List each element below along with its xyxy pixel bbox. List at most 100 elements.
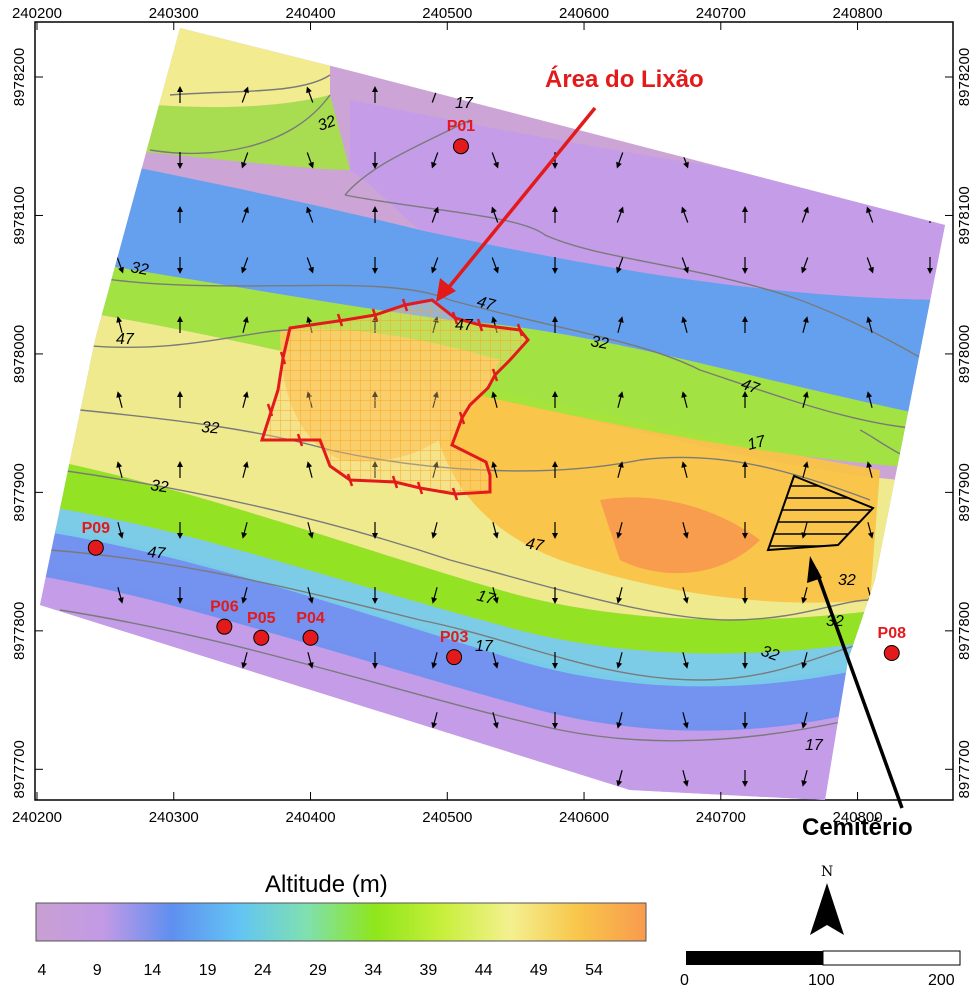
flow-arrow [682, 652, 689, 669]
flow-arrow-head [616, 532, 623, 539]
flow-arrow [177, 316, 183, 333]
x-tick-label: 240500 [422, 809, 472, 826]
flow-arrow-head [868, 266, 874, 274]
well-marker [452, 138, 469, 155]
dump-boundary-tick [458, 411, 466, 425]
dump-boundary-tick [371, 308, 379, 322]
flow-arrow-head [742, 533, 748, 539]
flow-arrow-head [742, 461, 748, 467]
flow-arrow [307, 587, 314, 604]
well-marker [302, 629, 319, 646]
dump-pointer-arrowhead [436, 278, 456, 302]
flow-arrow-head [492, 532, 499, 539]
flow-arrow-head [372, 86, 378, 92]
flow-arrow [802, 391, 809, 408]
flow-arrow [742, 587, 748, 604]
flow-arrow-head [491, 206, 497, 214]
flow-arrow [177, 152, 183, 169]
flow-arrow [802, 316, 809, 333]
flow-arrow [742, 712, 748, 729]
scale-label-0: 0 [680, 972, 689, 989]
legend-colorbar [35, 902, 647, 942]
flow-arrow [801, 712, 808, 729]
flow-arrow-head [552, 723, 558, 729]
flow-arrow-head [372, 533, 378, 539]
dump-boundary-tick [491, 368, 499, 382]
surface-band [40, 450, 880, 654]
flow-arrow-head [682, 722, 689, 729]
x-tick-label: 240300 [149, 809, 199, 826]
flow-arrow [372, 587, 378, 604]
dump-boundary-tick [401, 298, 409, 312]
flow-arrow [801, 770, 808, 787]
north-arrow-left [810, 883, 827, 935]
x-tick-label: 240800 [833, 809, 883, 826]
flow-arrow-head [177, 316, 183, 322]
flow-arrow-head [372, 206, 378, 212]
flow-arrow-head [116, 461, 123, 468]
flow-arrow-head [372, 663, 378, 669]
flow-arrow [431, 712, 438, 729]
legend-tick-label: 24 [254, 962, 272, 979]
flow-arrow-head [431, 266, 437, 274]
dump-boundary-tick [336, 313, 344, 327]
flow-arrow-head [177, 268, 183, 274]
flow-arrow-head [616, 662, 623, 669]
flow-arrow-head [242, 461, 249, 468]
legend-tick-label: 39 [420, 962, 438, 979]
flow-arrow [552, 522, 558, 539]
flow-arrow-head [683, 161, 689, 169]
flow-arrow [431, 152, 439, 169]
flow-arrow [116, 257, 124, 274]
contour-line [344, 194, 945, 371]
surface-band [40, 520, 900, 731]
flow-arrow [866, 206, 874, 223]
flow-arrow [177, 587, 183, 604]
surface-band [40, 140, 945, 420]
flow-arrow [927, 257, 933, 274]
flow-arrow [682, 587, 689, 604]
legend-tick-label: 4 [38, 962, 47, 979]
flow-arrow [742, 391, 748, 408]
flow-arrow-head [177, 163, 183, 169]
flow-arrow [177, 522, 183, 539]
y-tick-label: 8978100 [956, 186, 973, 244]
dump-label: Área do Lixão [545, 65, 704, 93]
flow-arrow [866, 461, 873, 478]
flow-arrow [682, 522, 689, 539]
x-tick-label: 240300 [149, 5, 199, 22]
flow-arrow-head [802, 391, 809, 398]
flow-arrow [491, 391, 498, 408]
flow-arrow [616, 152, 624, 169]
contour-line [79, 329, 291, 348]
contour-label-17: 17 [475, 587, 498, 608]
flow-arrow [742, 316, 748, 333]
contour-label-17: 17 [746, 433, 769, 454]
y-tick-label: 8977700 [956, 740, 973, 798]
dump-boundary-tick [296, 433, 304, 447]
contour-label-32: 32 [838, 572, 856, 589]
flow-arrow [491, 257, 499, 274]
flow-arrow-head [552, 598, 558, 604]
flow-arrow [866, 257, 874, 274]
flow-arrow-head [431, 597, 438, 604]
contour-line [79, 274, 945, 431]
dump-boundary-tick [346, 473, 354, 487]
flow-arrow [801, 206, 809, 223]
flow-arrow [177, 391, 183, 408]
flow-arrow [372, 152, 378, 169]
flow-arrow-head [241, 662, 248, 669]
flow-arrow-head [803, 206, 809, 214]
flow-arrow [866, 391, 873, 408]
contour-label-47: 47 [147, 544, 167, 563]
flow-arrow-head [801, 597, 808, 604]
legend-tick-label: 14 [144, 962, 162, 979]
legend-tick-label: 49 [530, 962, 548, 979]
flow-arrow-head [177, 391, 183, 397]
legend-tick-label: 9 [93, 962, 102, 979]
flow-arrow [681, 391, 688, 408]
flow-arrow [241, 652, 248, 669]
dump-boundary-tick [476, 318, 484, 332]
scale-bar-black [686, 951, 823, 965]
